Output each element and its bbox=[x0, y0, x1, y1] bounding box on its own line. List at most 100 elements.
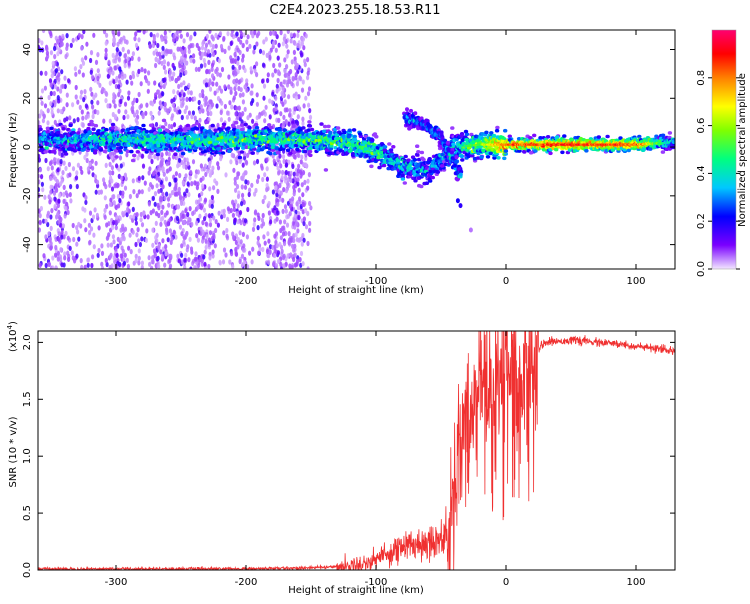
spectral-cell bbox=[102, 149, 108, 154]
noise-cell bbox=[112, 41, 116, 47]
noise-cell bbox=[192, 58, 196, 64]
spectral-cell bbox=[370, 138, 375, 142]
noise-cell bbox=[90, 91, 94, 97]
spectral-cell bbox=[156, 144, 161, 148]
spectral-cell bbox=[427, 177, 432, 181]
noise-cell bbox=[150, 255, 155, 261]
noise-cell bbox=[150, 265, 154, 269]
spectral-cell bbox=[213, 142, 219, 146]
noise-cell bbox=[115, 252, 119, 259]
noise-cell bbox=[57, 236, 61, 242]
noise-cell bbox=[292, 33, 296, 39]
spectral-cell bbox=[327, 134, 332, 138]
noise-cell bbox=[208, 255, 212, 261]
noise-cell bbox=[80, 45, 84, 51]
spectral-cell bbox=[326, 124, 331, 129]
spectral-cell bbox=[427, 157, 432, 161]
noise-cell bbox=[302, 45, 306, 51]
spectral-cell bbox=[87, 130, 92, 135]
noise-cell bbox=[301, 79, 305, 85]
spectral-cell bbox=[93, 123, 99, 128]
noise-cell bbox=[290, 81, 294, 87]
spectral-cell bbox=[460, 158, 465, 162]
noise-cell bbox=[230, 251, 234, 257]
noise-cell bbox=[108, 254, 112, 260]
noise-cell bbox=[268, 244, 273, 250]
noise-cell bbox=[114, 83, 118, 90]
noise-cell bbox=[241, 192, 245, 198]
noise-cell bbox=[241, 99, 245, 105]
noise-cell bbox=[161, 253, 165, 260]
noise-cell bbox=[273, 233, 277, 239]
noise-cell bbox=[236, 236, 240, 243]
noise-cell bbox=[121, 248, 125, 254]
noise-cell bbox=[51, 255, 55, 261]
noise-cell bbox=[148, 166, 152, 172]
noise-cell bbox=[147, 255, 151, 261]
noise-cell bbox=[178, 224, 182, 230]
noise-cell bbox=[303, 179, 307, 185]
noise-cell bbox=[231, 64, 235, 70]
noise-cell bbox=[50, 165, 54, 171]
noise-cell bbox=[165, 161, 169, 167]
noise-cell bbox=[186, 211, 190, 218]
noise-cell bbox=[161, 238, 165, 244]
noise-cell bbox=[239, 39, 243, 45]
noise-cell bbox=[228, 100, 232, 106]
noise-cell bbox=[231, 57, 235, 64]
noise-cell bbox=[210, 235, 215, 241]
noise-cell bbox=[62, 234, 66, 240]
spectral-cell bbox=[148, 123, 154, 128]
noise-cell bbox=[156, 32, 160, 38]
spectral-cell bbox=[358, 132, 363, 136]
noise-cell bbox=[260, 163, 264, 169]
noise-cell bbox=[51, 60, 55, 66]
noise-cell bbox=[296, 152, 300, 158]
noise-cell bbox=[94, 92, 98, 98]
noise-cell bbox=[181, 67, 185, 73]
spectral-cell bbox=[110, 126, 115, 130]
noise-cell bbox=[285, 107, 289, 113]
noise-cell bbox=[246, 264, 250, 269]
noise-cell bbox=[189, 169, 193, 175]
noise-cell bbox=[257, 250, 261, 256]
noise-cell bbox=[71, 222, 75, 229]
noise-cell bbox=[121, 46, 125, 53]
spectral-cell bbox=[328, 130, 333, 135]
noise-cell bbox=[178, 63, 182, 69]
noise-cell bbox=[178, 172, 182, 179]
noise-cell bbox=[287, 121, 291, 127]
noise-cell bbox=[100, 243, 104, 249]
noise-cell bbox=[264, 104, 268, 110]
noise-cell bbox=[216, 71, 220, 77]
noise-cell bbox=[306, 70, 310, 76]
noise-cell bbox=[193, 256, 198, 262]
noise-cell bbox=[214, 43, 218, 49]
noise-cell bbox=[234, 90, 238, 97]
noise-cell bbox=[43, 194, 47, 200]
noise-cell bbox=[38, 213, 42, 219]
noise-cell bbox=[49, 214, 53, 220]
noise-cell bbox=[233, 180, 237, 186]
noise-cell bbox=[283, 204, 288, 210]
noise-cell bbox=[285, 222, 290, 228]
noise-cell bbox=[287, 159, 291, 165]
noise-cell bbox=[54, 265, 58, 269]
noise-cell bbox=[283, 219, 287, 225]
noise-cell bbox=[207, 263, 211, 269]
noise-cell bbox=[274, 95, 278, 101]
noise-cell bbox=[117, 173, 121, 179]
noise-cell bbox=[204, 95, 208, 101]
spectral-cell bbox=[309, 127, 315, 132]
spectral-cell bbox=[76, 131, 81, 135]
noise-cell bbox=[207, 213, 211, 219]
noise-cell bbox=[263, 118, 267, 124]
noise-cell bbox=[159, 221, 163, 227]
noise-cell bbox=[294, 95, 299, 101]
noise-cell bbox=[295, 201, 299, 207]
noise-cell bbox=[108, 161, 112, 167]
noise-cell bbox=[74, 71, 78, 77]
noise-cell bbox=[49, 189, 53, 195]
noise-cell bbox=[250, 259, 254, 265]
